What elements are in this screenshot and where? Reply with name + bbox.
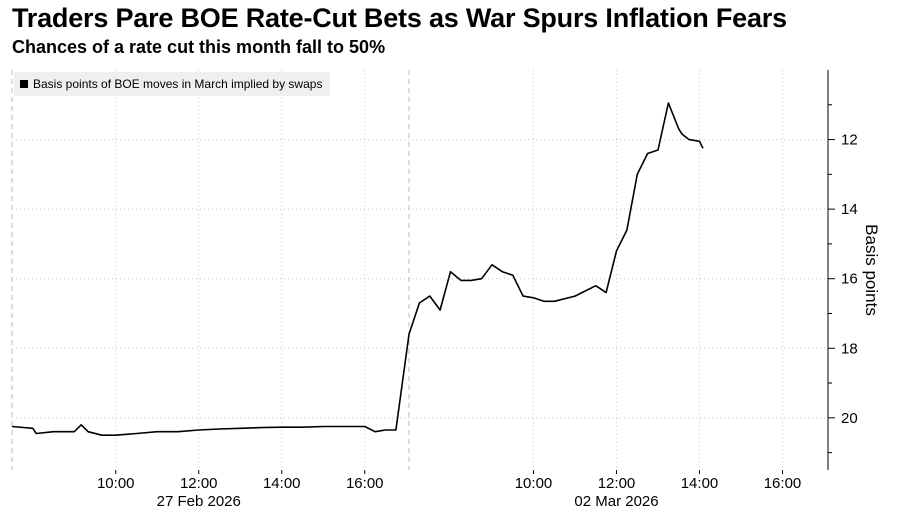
x-tick-label: 16:00 [764,475,802,492]
x-axis-ticks: 10:00 12:00 14:00 16:00 10:00 12:00 14:00 16:00 [97,470,801,492]
y-axis-label: Basis points [862,224,881,316]
y-tick-label: 12 [841,132,858,149]
gridlines [12,70,828,470]
x-date-label: 02 Mar 2026 [574,493,658,510]
x-tick-label: 12:00 [180,475,218,492]
x-tick-label: 10:00 [515,475,553,492]
legend: Basis points of BOE moves in March impli… [14,72,331,96]
y-tick-label: 14 [841,201,858,218]
chart-subtitle: Chances of a rate cut this month fall to… [12,37,386,57]
legend-label: Basis points of BOE moves in March impli… [33,77,323,91]
legend-swatch [20,80,28,88]
x-axis-date-labels: 27 Feb 2026 02 Mar 2026 [157,493,659,510]
x-date-label: 27 Feb 2026 [157,493,241,510]
y-tick-label: 20 [841,410,858,427]
y-tick-label: 18 [841,340,858,357]
series-line [11,102,704,436]
x-tick-label: 10:00 [97,475,135,492]
x-tick-label: 16:00 [346,475,384,492]
x-tick-label: 14:00 [681,475,719,492]
chart-title: Traders Pare BOE Rate-Cut Bets as War Sp… [12,3,787,33]
y-axis-ticks: 12 14 16 18 20 [828,104,858,454]
x-tick-label: 14:00 [263,475,301,492]
y-tick-label: 16 [841,271,858,288]
x-tick-label: 12:00 [598,475,636,492]
